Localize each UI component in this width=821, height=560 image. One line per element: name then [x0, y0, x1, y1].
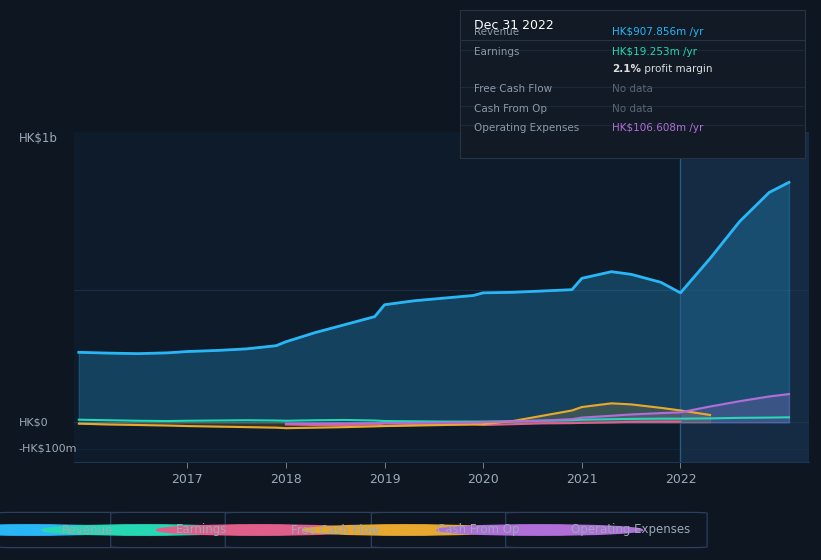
Text: HK$106.608m /yr: HK$106.608m /yr	[612, 123, 703, 133]
Circle shape	[437, 525, 642, 535]
Text: Revenue: Revenue	[62, 524, 113, 536]
Text: Earnings: Earnings	[177, 524, 227, 536]
Text: Operating Expenses: Operating Expenses	[474, 123, 579, 133]
Text: 2.1%: 2.1%	[612, 64, 641, 73]
Text: -HK$100m: -HK$100m	[19, 444, 77, 454]
Text: No data: No data	[612, 85, 653, 95]
Text: HK$1b: HK$1b	[19, 132, 57, 144]
Text: Revenue: Revenue	[474, 27, 519, 36]
Text: HK$0: HK$0	[19, 417, 48, 427]
Text: profit margin: profit margin	[641, 64, 713, 73]
FancyBboxPatch shape	[0, 512, 126, 548]
Bar	[681, 132, 809, 462]
FancyBboxPatch shape	[371, 512, 521, 548]
Circle shape	[303, 525, 508, 535]
Circle shape	[42, 525, 247, 535]
Text: No data: No data	[612, 104, 653, 114]
Text: Free Cash Flow: Free Cash Flow	[291, 524, 379, 536]
FancyBboxPatch shape	[225, 512, 388, 548]
Text: Dec 31 2022: Dec 31 2022	[474, 19, 553, 32]
Text: Cash From Op: Cash From Op	[437, 524, 520, 536]
Text: Free Cash Flow: Free Cash Flow	[474, 85, 552, 95]
Text: Earnings: Earnings	[474, 48, 520, 57]
Text: HK$19.253m /yr: HK$19.253m /yr	[612, 48, 697, 57]
Circle shape	[0, 525, 133, 535]
Text: Operating Expenses: Operating Expenses	[571, 524, 690, 536]
Text: HK$907.856m /yr: HK$907.856m /yr	[612, 27, 704, 36]
Circle shape	[157, 525, 362, 535]
FancyBboxPatch shape	[506, 512, 707, 548]
Text: Cash From Op: Cash From Op	[474, 104, 547, 114]
FancyBboxPatch shape	[111, 512, 241, 548]
